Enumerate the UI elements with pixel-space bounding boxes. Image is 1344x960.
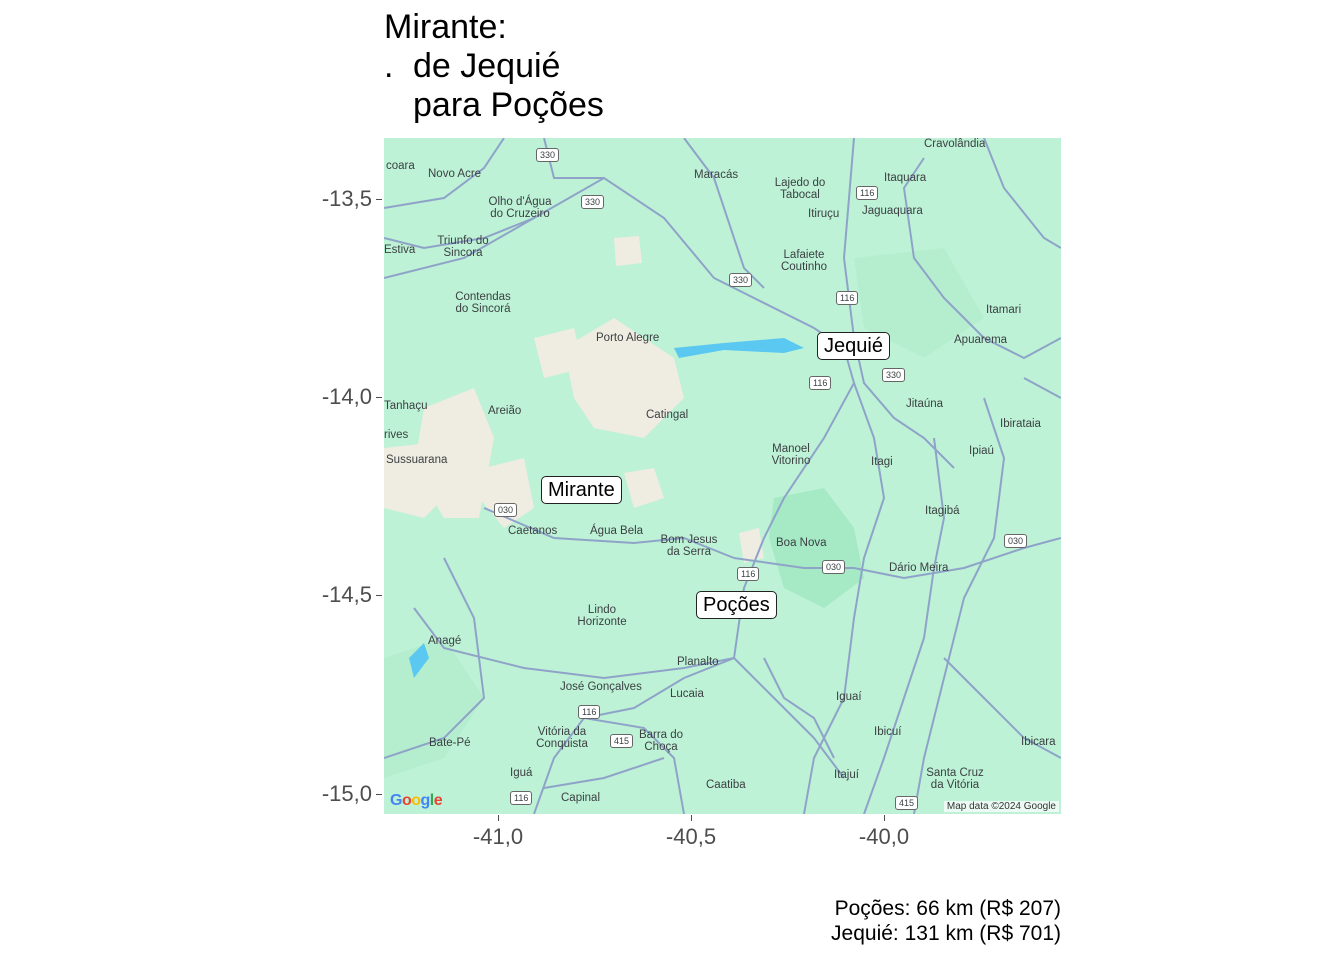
x-tick-label: -40,0 [858,824,910,849]
map-place-label: Iguá [510,767,533,779]
map-place-label: Porto Alegre [596,332,660,344]
map-place-label: Sussuarana [386,454,448,466]
x-tick-label: -41,0 [472,824,524,849]
map-place-label: Apuarema [954,334,1008,346]
map-place-label: Ibicara [1021,736,1056,748]
map-place-label: Ibirataia [1000,418,1041,430]
distance-caption: Poções: 66 km (R$ 207) Jequié: 131 km (R… [831,896,1061,946]
map-place-label: Maracás [694,169,739,181]
map-place-label: Barra do Choça [638,729,684,753]
highway-shield: 116 [836,291,859,305]
map-place-label: Contendas do Sincorá [455,291,511,315]
map-place-label: Catingal [646,409,689,421]
highway-shield: 330 [581,195,605,209]
highway-shield: 116 [737,567,760,581]
y-tick-mark [376,199,382,200]
map-place-label: Caatiba [706,779,746,791]
map-place-label: Boa Nova [776,537,827,549]
map-place-label: rives [384,429,409,441]
highway-shield: 415 [610,734,634,748]
map-background [384,138,1061,814]
map-place-label: Itiruçu [808,208,840,220]
y-tick-mark [376,794,382,795]
title-line-2: . de Jequié [384,47,604,86]
map-place-label: Estiva [384,244,416,256]
title-line-3: para Poções [413,86,604,124]
map-place-label: Água Bela [590,525,644,537]
caption-line-1: Poções: 66 km (R$ 207) [834,897,1061,920]
map-attribution: Map data ©2024 Google [943,801,1059,812]
highway-shield: 330 [882,368,906,382]
marker-mirante[interactable]: Mirante [541,476,622,504]
map-place-label: Itagi [871,456,893,468]
google-logo: Google [390,792,443,809]
map-place-label: Lindo Horizonte [577,604,627,628]
y-tick-label: -15,0 [321,781,372,806]
map-place-label: Cravolândia [924,138,986,150]
highway-shield: 116 [578,705,601,719]
title-line-1: Mirante: [384,8,507,46]
highway-shield: 116 [510,791,533,805]
highway-shield: 116 [809,376,832,390]
map-place-label: Itajuí [834,769,859,781]
map-place-label: Jaguaquara [862,205,923,217]
map-place-label: Iguaí [836,691,862,703]
map-place-label: Lucaia [670,688,704,700]
map-place-label: Itamari [986,304,1022,316]
highway-shield: 330 [536,148,560,162]
marker-jequie[interactable]: Jequié [817,332,890,360]
x-tick-mark [498,815,499,821]
map-title: Mirante: . de Jequié para Poções [384,8,604,125]
map-place-label: Bate-Pé [429,737,471,749]
highway-shield: 330 [729,273,753,287]
map-place-label: Areião [488,405,522,417]
x-tick-label: -40,5 [665,824,717,849]
title-line-2-text: de Jequié [413,47,561,85]
map-place-label: Olho d'Água do Cruzeiro [488,196,552,220]
highway-shield: 415 [895,796,919,810]
map-place-label: Lajedo do Tabocal [774,177,826,201]
marker-pocoes[interactable]: Poções [696,591,777,619]
map-place-label: Ibicuí [874,726,902,738]
map-place-label: Vitória da Conquista [536,726,588,750]
map-place-label: Manoel Vitorino [771,443,811,467]
map-place-label: Novo Acre [428,168,482,180]
map-place-label: Capinal [561,792,600,804]
y-tick-mark [376,397,382,398]
map-panel[interactable]: coara Novo Acre Cravolândia Maracás Laje… [384,138,1061,814]
map-place-label: Itaquara [884,172,927,184]
x-tick-mark [884,815,885,821]
map-place-label: coara [386,160,415,172]
caption-line-2: Jequié: 131 km (R$ 701) [831,922,1061,945]
map-place-label: Santa Cruz da Vitória [926,767,984,791]
map-place-label: Lafaiete Coutinho [780,249,828,273]
highway-shield: 030 [1004,534,1028,548]
map-place-label: Tanhaçu [384,400,428,412]
map-place-label: Caetanos [508,525,558,537]
map-place-label: Dário Meira [889,562,949,574]
map-place-label: Bom Jesus da Serra [660,534,718,558]
map-place-label: Itagibá [925,505,960,517]
highway-shield: 030 [822,560,846,574]
map-place-label: Jitaúna [906,398,944,410]
map-place-label: Triunfo do Sincora [437,235,489,259]
y-tick-label: -14,0 [321,384,372,409]
map-place-label: José Gonçalves [560,681,642,693]
y-tick-label: -13,5 [321,186,372,211]
x-tick-mark [691,815,692,821]
map-place-label: Anagé [428,635,462,647]
y-tick-mark [376,595,382,596]
highway-shield: 116 [856,186,879,200]
y-tick-label: -14,5 [321,582,372,607]
map-place-label: Planalto [677,656,719,668]
title-dot: . [384,47,394,85]
highway-shield: 030 [494,503,518,517]
map-place-label: Ipiaú [969,445,994,457]
